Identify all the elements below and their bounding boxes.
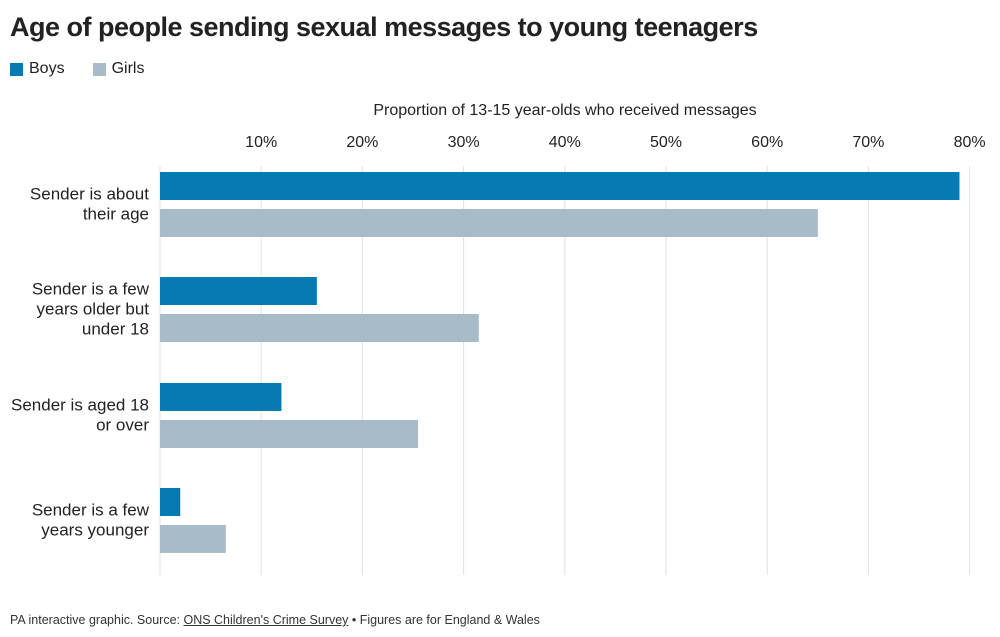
- x-tick-label: 50%: [650, 134, 682, 151]
- category-label: Sender is a few years younger: [32, 501, 150, 540]
- bar-boys: [160, 383, 282, 411]
- x-tick-label: 20%: [346, 134, 378, 151]
- bar-girls: [160, 420, 419, 448]
- category-label-line: or over: [96, 416, 149, 435]
- legend-swatch-girls: [92, 62, 106, 76]
- category-label-line: their age: [83, 205, 149, 224]
- legend-item-girls: Girls: [92, 60, 145, 78]
- category-label: Sender is about their age: [30, 185, 149, 224]
- x-tick-label: 40%: [549, 134, 581, 151]
- bar-boys: [160, 277, 317, 305]
- footer-prefix: PA interactive graphic. Source:: [10, 613, 184, 627]
- x-tick-label: 80%: [954, 134, 986, 151]
- legend-label-boys: Boys: [29, 60, 65, 77]
- category-label: Sender is aged 18 or over: [11, 396, 149, 435]
- bar-boys: [160, 488, 181, 516]
- legend: Boys Girls: [10, 60, 172, 78]
- x-axis-label: Proportion of 13-15 year-olds who receiv…: [373, 102, 757, 119]
- category-label-line: Sender is a few: [32, 280, 150, 299]
- category-label-line: Sender is aged 18: [11, 396, 149, 415]
- category-label-line: Sender is a few: [32, 501, 150, 520]
- source-link[interactable]: ONS Children's Crime Survey: [183, 613, 349, 627]
- bar-boys: [160, 172, 960, 200]
- x-tick-label: 70%: [852, 134, 884, 151]
- category-label-line: years younger: [41, 521, 149, 540]
- footer: PA interactive graphic. Source: ONS Chil…: [10, 613, 540, 627]
- x-tick-label: 30%: [448, 134, 480, 151]
- chart-title: Age of people sending sexual messages to…: [10, 12, 758, 42]
- x-tick-label: 60%: [751, 134, 783, 151]
- legend-swatch-boys: [10, 62, 23, 76]
- footer-suffix: • Figures are for England & Wales: [348, 613, 540, 627]
- bar-chart: 10% 20% 30% 40% 50% 60% 70% 80% Sender is about t…: [11, 134, 986, 575]
- bar-girls: [160, 314, 479, 342]
- category-label-line: under 18: [82, 320, 149, 339]
- bar-girls: [160, 209, 818, 237]
- category-label-line: Sender is about: [30, 185, 149, 204]
- x-tick-label: 10%: [245, 134, 277, 151]
- legend-item-boys: Boys: [10, 60, 65, 78]
- legend-label-girls: Girls: [111, 60, 145, 77]
- category-label: Sender is a few years older but under 18: [32, 280, 150, 339]
- bar-girls: [160, 525, 226, 553]
- category-label-line: years older but: [37, 300, 150, 319]
